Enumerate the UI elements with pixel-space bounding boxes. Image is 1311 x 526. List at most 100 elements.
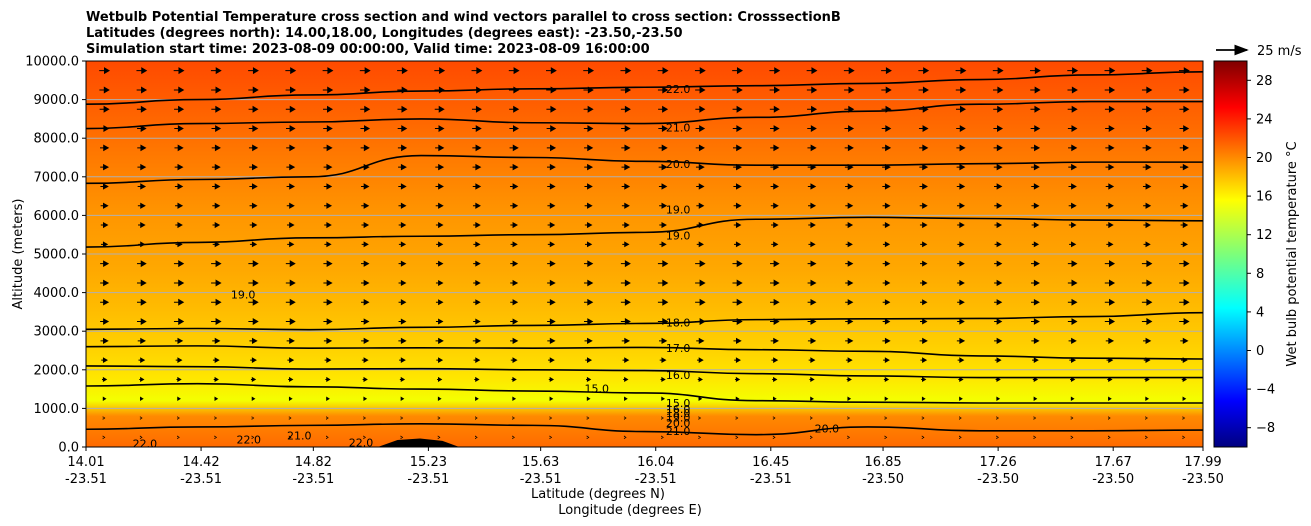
wind-vector-arrow — [211, 125, 222, 132]
wind-vector-arrow — [846, 376, 852, 382]
wind-vector-arrow — [882, 337, 891, 344]
wind-vector-arrow — [363, 416, 366, 420]
wind-vector-arrow — [920, 279, 928, 286]
wind-vector-arrow — [398, 299, 407, 306]
wind-vector-arrow — [620, 279, 631, 287]
contour-line-20.0 — [86, 154, 1203, 185]
wind-vector-arrow — [248, 86, 259, 94]
wind-vector-arrow — [1031, 241, 1040, 248]
wind-vector-arrow — [1067, 125, 1078, 132]
wind-vector-arrow — [696, 337, 705, 344]
wind-vector-arrow — [584, 144, 594, 152]
wind-vector-arrow — [659, 202, 668, 209]
wind-vector-arrow — [1179, 105, 1190, 113]
wind-vector-arrow — [1031, 163, 1040, 171]
wind-vector-arrow — [100, 183, 109, 190]
wind-vector-arrow — [360, 144, 370, 152]
wind-vector-arrow — [138, 222, 146, 229]
wind-vector-arrow — [363, 435, 366, 440]
wind-vector-arrow — [326, 435, 329, 440]
y-axis-label: Altitude (meters) — [11, 199, 26, 310]
wind-vector-arrow — [845, 279, 854, 287]
wind-vector-arrow — [509, 105, 520, 113]
wind-vector-arrow — [1033, 416, 1037, 420]
wind-vector-arrow — [398, 222, 407, 229]
wind-vector-arrow — [884, 435, 888, 440]
wind-vector-arrow — [994, 222, 1003, 229]
wind-vector-arrow — [101, 241, 109, 248]
y-tick-label: 5000.0 — [34, 248, 80, 263]
wind-vector-arrow — [137, 183, 147, 190]
wind-vector-arrow — [695, 125, 706, 132]
wind-vector-arrow — [510, 337, 519, 344]
wind-vector-arrow — [919, 337, 928, 344]
wind-vector-arrow — [583, 260, 594, 268]
wind-vector-arrow — [100, 298, 110, 306]
wind-vector-arrow — [510, 279, 519, 287]
wind-vector-arrow — [698, 416, 702, 420]
wind-vector-arrow — [473, 357, 481, 363]
wind-vector-arrow — [920, 299, 928, 306]
wind-vector-arrow — [1105, 202, 1114, 209]
wind-vector-arrow — [212, 222, 221, 229]
wind-vector-arrow — [770, 144, 780, 152]
colorbar-ticks: −8 −4 0 4 8 12 16 20 24 28 — [1247, 74, 1275, 436]
wind-vector-arrow — [694, 67, 706, 75]
wind-vector-arrow — [1181, 357, 1188, 363]
wind-vector-arrow — [956, 183, 966, 190]
wind-vector-arrow — [174, 337, 184, 344]
wind-vector-arrow — [361, 222, 370, 229]
wind-vector-arrow — [621, 183, 631, 190]
wind-vector-arrow — [324, 357, 332, 363]
wind-vector-arrow — [546, 86, 557, 94]
wind-vector-arrow — [437, 376, 443, 382]
wind-vector-arrow — [1104, 298, 1116, 306]
wind-vector-arrow — [955, 67, 967, 75]
wind-vector-arrow — [1142, 105, 1153, 113]
wind-vector-arrow — [286, 222, 295, 229]
wind-vector-arrow — [248, 279, 259, 287]
wind-vector-arrow — [288, 396, 293, 401]
wind-vector-arrow — [174, 144, 184, 152]
wind-vector-arrow — [322, 67, 334, 75]
wind-vector-arrow — [809, 376, 815, 382]
wind-vector-arrow — [696, 202, 705, 209]
wind-vector-arrow — [214, 416, 218, 420]
wind-vector-arrow — [658, 183, 668, 190]
wind-vector-arrow — [1142, 183, 1152, 190]
wind-vector-arrow — [102, 396, 107, 401]
wind-vector-arrow — [770, 163, 780, 171]
wind-vector-arrow — [1068, 202, 1077, 209]
wind-vector-arrow — [1105, 125, 1115, 132]
wind-vector-arrow — [285, 86, 296, 94]
wind-vector-arrow — [955, 86, 967, 94]
y-tick-label: 9000.0 — [34, 93, 80, 108]
wind-vector-arrow — [584, 163, 594, 171]
wind-vector-arrow — [102, 416, 106, 420]
colorbar-tick-label: 12 — [1256, 228, 1273, 243]
wind-vector-arrow — [250, 376, 257, 382]
wind-vector-arrow — [769, 67, 781, 75]
wind-vector-arrow — [435, 183, 444, 190]
colorbar-tick-label: 28 — [1256, 74, 1273, 89]
wind-vector-arrow — [1070, 435, 1074, 440]
wind-vector-arrow — [1030, 298, 1040, 306]
wind-vector-arrow — [584, 337, 593, 344]
wind-vector-arrow — [770, 318, 780, 325]
wind-vector-arrow — [957, 241, 965, 248]
x-tick-label-latitude: 14.42 — [182, 455, 219, 470]
wind-vector-arrow — [1182, 435, 1186, 440]
wind-vector-arrow — [1031, 222, 1040, 229]
wind-vector-arrow — [397, 105, 408, 113]
colorbar-tick-label: 16 — [1256, 190, 1273, 205]
wind-vector-arrow — [585, 241, 593, 248]
wind-vector-arrow — [658, 125, 668, 132]
wind-vector-arrow — [1104, 86, 1116, 94]
wind-vector-arrow — [512, 396, 517, 401]
wind-vector-arrow — [285, 105, 296, 113]
wind-vector-arrow — [323, 163, 333, 171]
wind-vector-arrow — [213, 376, 219, 382]
wind-vector-arrow — [696, 183, 705, 190]
wind-vector-arrow — [546, 67, 557, 75]
wind-vector-arrow — [884, 416, 888, 420]
